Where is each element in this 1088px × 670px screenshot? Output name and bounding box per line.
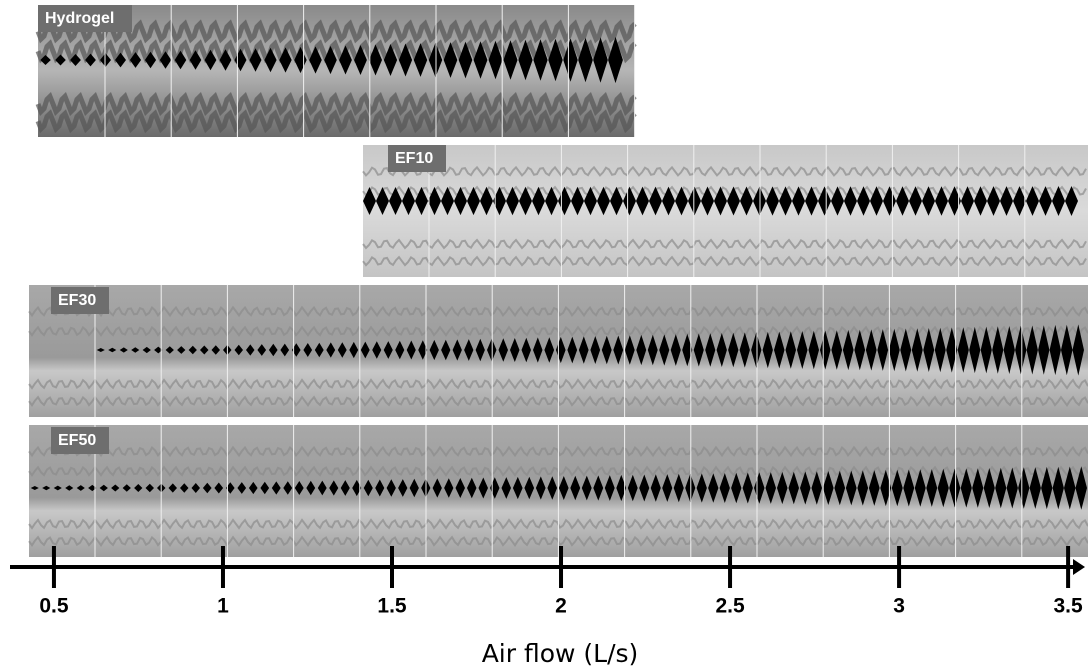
tick-label: 0.5 (39, 595, 69, 618)
tick-label: 3 (893, 595, 905, 618)
tick-label: 1.5 (377, 595, 407, 618)
tick-label: 2.5 (715, 595, 745, 618)
wave-texture (362, 238, 1087, 250)
wave-texture (362, 255, 1087, 267)
label-box (51, 287, 109, 314)
tick-label: 3.5 (1053, 595, 1083, 618)
panel-label: Hydrogel (45, 10, 114, 27)
axis-title: Air flow (L/s) (482, 639, 639, 668)
panel: Hydrogel (35, 5, 637, 137)
panel: EF10 (362, 145, 1088, 277)
panel-label: EF30 (58, 292, 96, 309)
wave-texture (35, 92, 637, 116)
panel: EF30 (28, 285, 1088, 417)
panel: EF50 (28, 425, 1088, 557)
label-box (38, 5, 132, 32)
tick-label: 1 (217, 595, 229, 618)
lens-pattern (30, 466, 1088, 510)
wave-texture (35, 109, 637, 134)
lens-pattern (96, 324, 1084, 376)
lens-pattern (40, 36, 623, 84)
label-box (388, 145, 446, 172)
wave-texture (362, 165, 1087, 177)
lens-pattern (363, 186, 1078, 216)
axis-arrow (1073, 559, 1085, 575)
panel-label: EF10 (395, 150, 433, 167)
panel-label: EF50 (58, 432, 96, 449)
label-box (51, 427, 109, 454)
wave-texture (35, 19, 637, 44)
tick-label: 2 (555, 595, 567, 618)
